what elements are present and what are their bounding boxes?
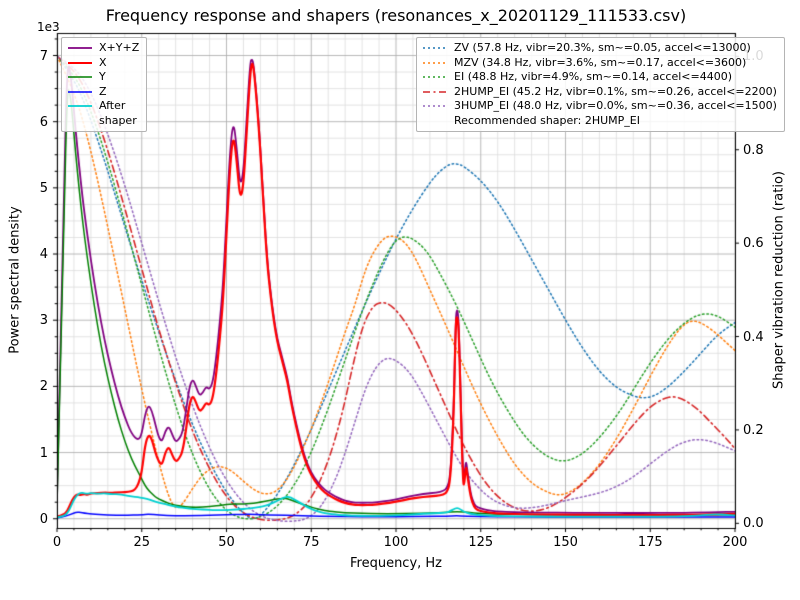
legend-item: X+Y+Z <box>67 41 139 56</box>
2hump-ei-legend-line-icon <box>423 90 447 93</box>
legend-item: MZV (34.8 Hz, vibr=3.6%, sm~=0.17, accel… <box>422 56 777 71</box>
legend-item-label: After shaper <box>99 99 137 127</box>
x-tick-label: 200 <box>722 535 748 550</box>
legend-item: 2HUMP_EI (45.2 Hz, vibr=0.1%, sm~=0.26, … <box>422 85 777 100</box>
after-shaper-legend-line-icon <box>68 105 92 107</box>
x-tick-label: 25 <box>133 535 151 550</box>
y-axis-offset-text: 1e3 <box>37 20 60 34</box>
3hump-ei-legend-line-icon <box>423 105 447 107</box>
legend-psd: X+Y+Z X Y Z After shaper <box>61 37 148 133</box>
zv-legend-line-icon <box>423 47 447 49</box>
x-tick-label: 125 <box>468 535 494 550</box>
legend-item-label: 3HUMP_EI (48.0 Hz, vibr=0.0%, sm~=0.36, … <box>454 99 777 113</box>
legend-item-label: Y <box>99 70 106 84</box>
legend-item-label: X+Y+Z <box>99 41 140 54</box>
x-tick-label: 0 <box>52 535 62 550</box>
legend-item-label: MZV (34.8 Hz, vibr=3.6%, sm~=0.17, accel… <box>454 55 747 69</box>
legend-item-label: ZV (57.8 Hz, vibr=20.3%, sm~=0.05, accel… <box>454 41 751 54</box>
y-legend-line-icon <box>68 76 92 78</box>
y-left-tick-label: 6 <box>39 114 48 130</box>
y-left-tick-label: 3 <box>39 313 48 329</box>
x-axis-label: Frequency, Hz <box>349 556 443 571</box>
y-left-tick-label: 5 <box>39 180 48 196</box>
y-right-tick-label: 0.4 <box>743 329 764 345</box>
legend-item-label: EI (48.8 Hz, vibr=4.9%, sm~=0.14, accel<… <box>454 70 732 84</box>
y-axis-right-label: Shaper vibration reduction (ratio) <box>771 171 787 389</box>
y-left-tick-label: 4 <box>39 247 48 263</box>
legend-shapers: ZV (57.8 Hz, vibr=20.3%, sm~=0.05, accel… <box>416 37 785 133</box>
legend-item-label: Z <box>99 84 107 98</box>
y-left-tick-label: 7 <box>39 48 48 64</box>
ei-legend-line-icon <box>423 76 447 78</box>
y-left-tick-label: 2 <box>39 379 48 395</box>
y-left-tick-label: 1 <box>39 445 48 461</box>
chart-title: Frequency response and shapers (resonanc… <box>105 6 687 25</box>
mzv-legend-line-icon <box>423 61 447 64</box>
legend-item: X <box>67 56 139 71</box>
legend-item: Z <box>67 85 139 100</box>
y-right-tick-label: 0.8 <box>743 142 764 158</box>
x-tick-label: 100 <box>383 535 409 550</box>
legend-item: 3HUMP_EI (48.0 Hz, vibr=0.0%, sm~=0.36, … <box>422 99 777 114</box>
legend-item: Y <box>67 70 139 85</box>
y-right-tick-label: 0.2 <box>743 422 764 438</box>
x-tick-label: 150 <box>553 535 578 550</box>
x-tick-label: 75 <box>302 535 320 550</box>
z-legend-line-icon <box>68 90 92 93</box>
x-tick-label: 175 <box>637 535 663 550</box>
y-axis-left-label: Power spectral density <box>7 206 23 354</box>
x-y-z-legend-line-icon <box>68 47 92 49</box>
legend-item: After shaper <box>67 99 139 128</box>
y-right-tick-label: 0.6 <box>743 236 764 252</box>
legend-item-label: X <box>99 55 107 69</box>
recommended-shaper-note: Recommended shaper: 2HUMP_EI <box>454 113 640 127</box>
y-left-tick-label: 0 <box>39 511 48 527</box>
y-right-tick-label: 0.0 <box>743 516 764 532</box>
legend-item: EI (48.8 Hz, vibr=4.9%, sm~=0.14, accel<… <box>422 70 777 85</box>
legend-item: ZV (57.8 Hz, vibr=20.3%, sm~=0.05, accel… <box>422 41 777 56</box>
legend-item-label: 2HUMP_EI (45.2 Hz, vibr=0.1%, sm~=0.26, … <box>454 84 777 98</box>
legend-note-row: Recommended shaper: 2HUMP_EI <box>422 114 777 129</box>
x-tick-label: 50 <box>218 535 235 550</box>
x-legend-line-icon <box>68 61 92 64</box>
